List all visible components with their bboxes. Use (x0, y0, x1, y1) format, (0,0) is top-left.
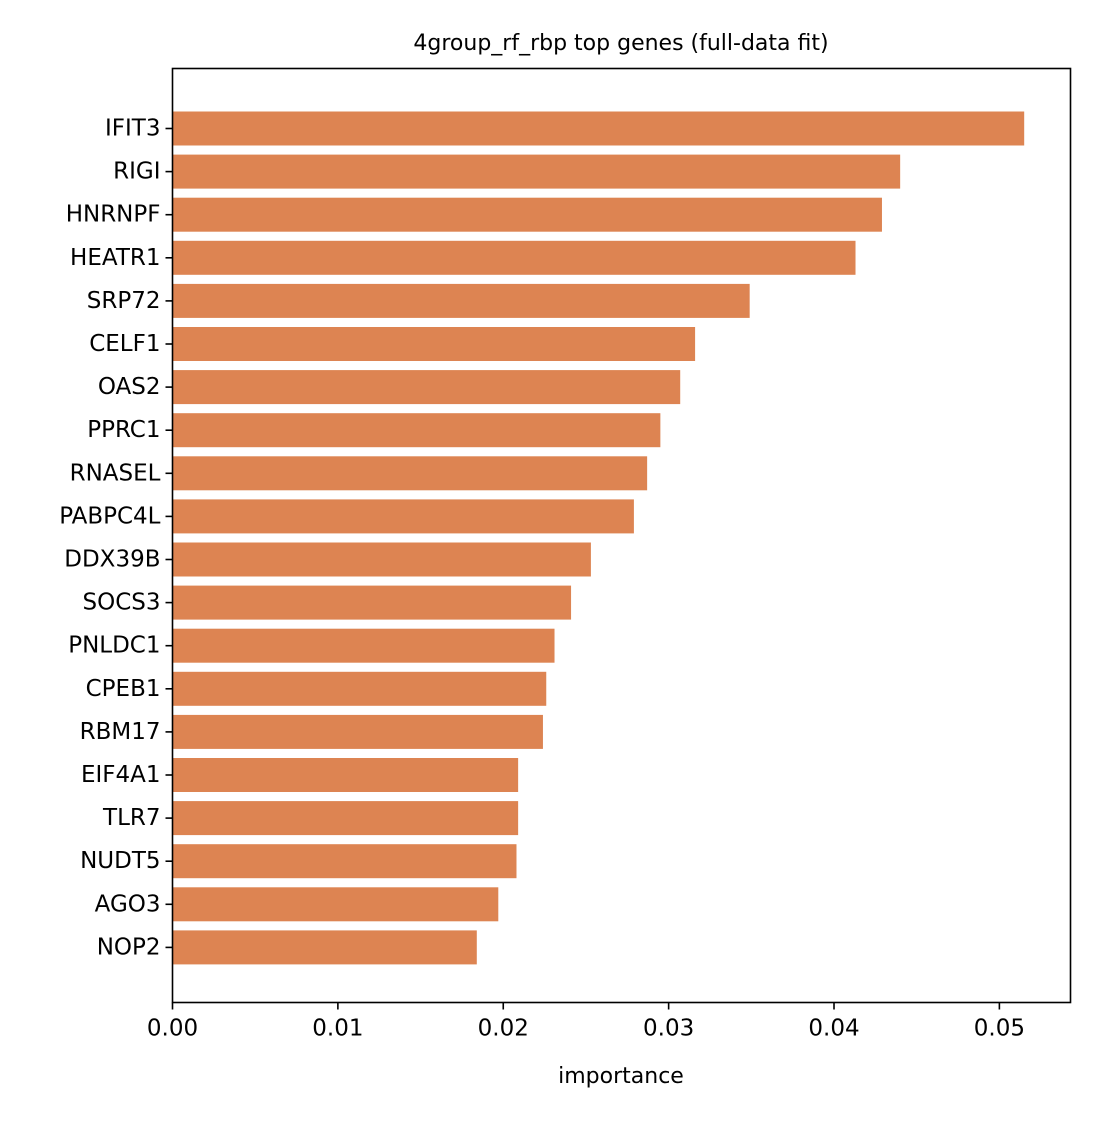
bar-heatr1 (172, 240, 856, 275)
bar-srp72 (172, 283, 750, 318)
x-tick-label: 0.03 (643, 1016, 694, 1042)
y-tick-label: OAS2 (98, 374, 161, 400)
y-tick-label: PPRC1 (87, 417, 160, 443)
bar-pnldc1 (172, 628, 555, 663)
plot-frame (171, 67, 1072, 1004)
y-tick-label: HNRNPF (66, 202, 161, 228)
x-tick-label: 0.00 (147, 1016, 198, 1042)
bar-rigi (172, 154, 901, 189)
bar-rnasel (172, 456, 648, 491)
y-tick-label: RBM17 (80, 719, 161, 745)
y-tick-label: PNLDC1 (68, 633, 160, 659)
bar-tlr7 (172, 801, 519, 836)
bar-celf1 (172, 327, 696, 361)
x-tick-label: 0.04 (808, 1016, 859, 1042)
y-tick-label: AGO3 (95, 891, 161, 917)
bar-ago3 (172, 887, 499, 922)
y-tick-label: CPEB1 (86, 676, 161, 702)
y-tick-label: RNASEL (70, 460, 161, 486)
bar-rbm17 (172, 714, 543, 749)
y-tick-label: IFIT3 (105, 116, 160, 142)
bar-ddx39b (172, 542, 591, 577)
bar-socs3 (172, 585, 572, 620)
y-tick-label: DDX39B (64, 547, 160, 573)
y-tick-label: NOP2 (97, 934, 161, 960)
bar-nop2 (172, 930, 477, 965)
bar-pprc1 (172, 413, 661, 448)
bar-cpeb1 (172, 671, 547, 706)
bar-eif4a1 (172, 758, 519, 792)
y-tick-label: CELF1 (89, 331, 160, 357)
y-tick-label: TLR7 (102, 805, 160, 831)
x-tick-label: 0.01 (312, 1016, 363, 1042)
x-tick-label: 0.02 (478, 1016, 529, 1042)
bar-nudt5 (172, 844, 517, 879)
bar-oas2 (172, 370, 681, 405)
y-tick-label: PABPC4L (59, 503, 160, 529)
y-tick-label: HEATR1 (70, 245, 160, 271)
bar-hnrnpf (172, 197, 882, 232)
y-tick-label: SRP72 (87, 288, 161, 314)
y-tick-label: RIGI (113, 159, 160, 185)
chart-title: 4group_rf_rbp top genes (full-data fit) (413, 31, 828, 56)
y-axis: IFIT3 RIGI HNRNPF HEATR1 SRP72 CELF1 OAS2 PPRC1… (59, 116, 173, 960)
y-tick-label: EIF4A1 (81, 762, 161, 788)
bar-pabpc4l (172, 499, 634, 534)
y-tick-label: NUDT5 (80, 848, 160, 874)
y-tick-label: SOCS3 (83, 590, 161, 616)
x-axis: 0.00 0.01 0.02 0.03 0.04 0.05 (147, 1002, 1025, 1042)
x-axis-label: importance (558, 1064, 684, 1089)
x-tick-label: 0.05 (974, 1016, 1025, 1042)
bars (172, 111, 1025, 965)
bar-ifit3 (172, 111, 1025, 146)
